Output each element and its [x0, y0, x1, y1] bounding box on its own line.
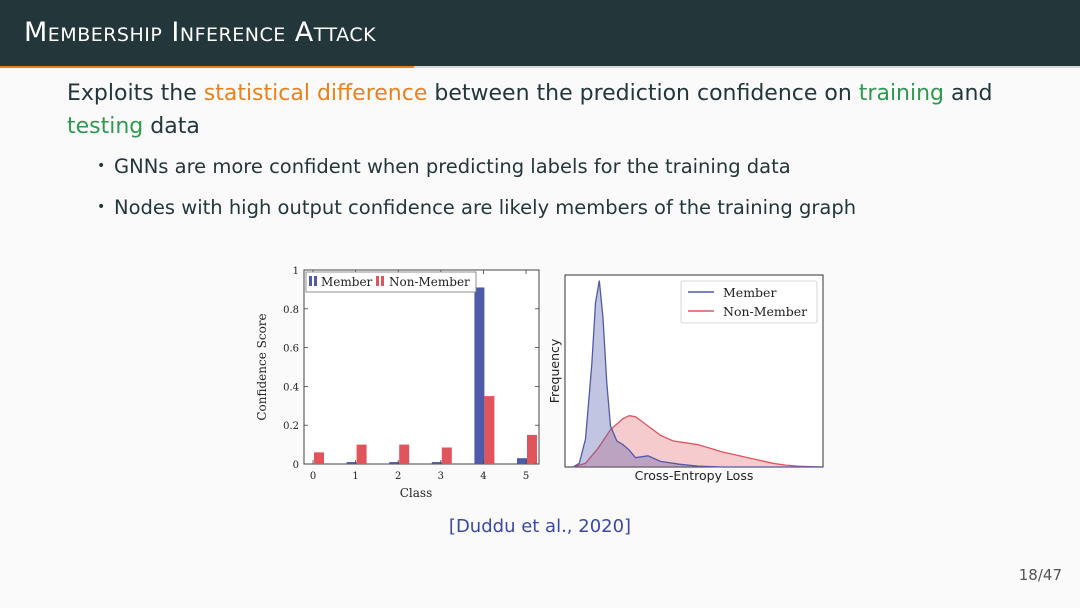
- title-accent-line: [0, 66, 414, 68]
- legend-swatch-non-member: [376, 276, 379, 286]
- headline: Exploits the statistical difference betw…: [67, 77, 1027, 143]
- bar-chart-legend: Member Non-Member: [305, 271, 477, 293]
- legend-label-member: Member: [321, 275, 373, 289]
- density-line-member: [572, 280, 823, 468]
- headline-text: and: [944, 81, 993, 106]
- x-tick-label: 4: [480, 471, 486, 482]
- highlight-statistical-difference: statistical difference: [203, 81, 428, 106]
- title-bar: Membership Inference Attack: [0, 0, 1080, 66]
- bullet-text: Nodes with high output confidence are li…: [114, 196, 857, 219]
- legend-label-non-member: Non-Member: [389, 275, 470, 289]
- headline-text: data: [143, 114, 200, 139]
- legend-label-non-member: Non-Member: [723, 304, 807, 319]
- y-tick-label: 1: [293, 266, 299, 277]
- bar-member: [517, 458, 527, 464]
- bullet-item: • GNNs are more confident when predicting…: [97, 155, 791, 178]
- x-tick-label: 1: [352, 471, 358, 482]
- headline-text: Exploits the: [67, 81, 204, 106]
- bar-non-member: [527, 434, 537, 464]
- bullet-dot: •: [97, 158, 106, 174]
- bar-chart-frame: [303, 269, 540, 465]
- title-divider-line: [414, 66, 1080, 68]
- legend-box: [305, 271, 477, 293]
- bar-non-member: [399, 444, 410, 464]
- headline-text: between the prediction confidence on: [427, 81, 859, 106]
- highlight-testing: testing: [67, 114, 144, 139]
- density-chart-ylabel: Frequency: [547, 338, 562, 403]
- legend-box: [680, 280, 818, 324]
- legend-label-member: Member: [723, 285, 776, 300]
- x-tick-label: 3: [438, 471, 444, 482]
- bar-chart-xlabel: Class: [400, 486, 433, 500]
- bar-member: [431, 462, 442, 464]
- bullet-text: GNNs are more confident when predicting …: [114, 155, 791, 178]
- bar-non-member: [314, 452, 324, 464]
- highlight-training: training: [858, 81, 945, 106]
- bar-member: [474, 287, 485, 464]
- y-tick-label: 0.6: [283, 344, 299, 355]
- legend-swatch-non-member: [381, 276, 384, 286]
- y-tick-label: 0.8: [283, 305, 299, 316]
- x-tick-label: 2: [395, 471, 401, 482]
- bar-member: [346, 462, 357, 464]
- confidence-bar-chart: 0 0.2 0.4 0.6 0.8 1 0 1 2 3 4 5 Class Confidence Sc…: [255, 266, 540, 500]
- bullet-dot: •: [97, 199, 106, 215]
- density-chart-legend: Member Non-Member: [680, 280, 818, 324]
- loss-density-chart: Cross-Entropy Loss Frequency Member Non-…: [547, 274, 824, 483]
- citation: [Duddu et al., 2020]: [448, 516, 632, 537]
- legend-swatch-member: [309, 276, 312, 286]
- bar-non-member: [356, 444, 367, 464]
- density-line-non-member: [572, 415, 824, 468]
- x-tick-label: 0: [310, 471, 316, 482]
- x-tick-label: 5: [523, 471, 529, 482]
- legend-swatch-member: [314, 276, 317, 286]
- slide-title: Membership Inference Attack: [24, 17, 377, 48]
- bar-member: [389, 462, 400, 464]
- y-tick-label: 0.2: [283, 421, 299, 432]
- page-number: 18/47: [1018, 566, 1062, 584]
- bar-chart-ylabel: Confidence Score: [255, 313, 269, 420]
- bar-non-member: [484, 396, 495, 464]
- y-tick-label: 0: [293, 460, 299, 471]
- density-area-member: [573, 280, 823, 467]
- bar-non-member: [441, 447, 452, 464]
- bullet-item: • Nodes with high output confidence are l…: [97, 196, 856, 219]
- y-tick-label: 0.4: [283, 382, 299, 393]
- density-area-non-member: [573, 415, 823, 467]
- density-chart-xlabel: Cross-Entropy Loss: [635, 468, 754, 483]
